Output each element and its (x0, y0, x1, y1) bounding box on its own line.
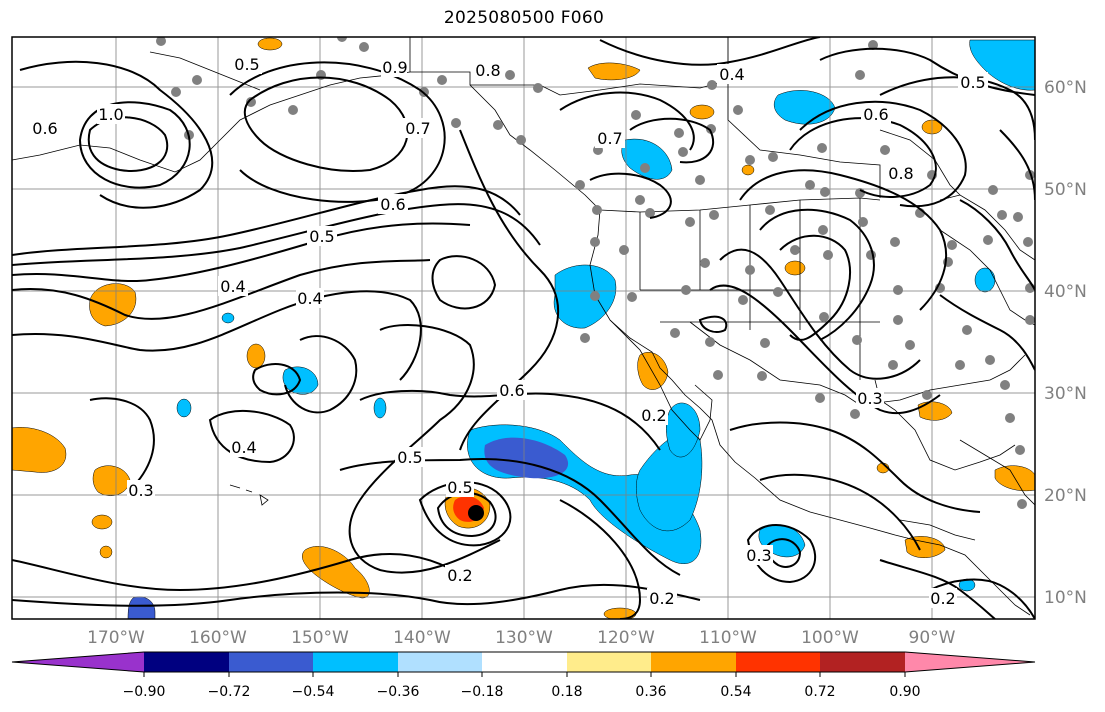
colorbar-tick-label: 0.36 (635, 684, 666, 700)
colorbar-tick-label: −0.54 (292, 684, 335, 700)
lat-tick-label: 30°N (1044, 384, 1087, 404)
colorbar-tick-label: 0.54 (720, 684, 751, 700)
positive-field (257, 37, 283, 51)
lon-tick-label: 110°W (699, 628, 757, 648)
negative-field (553, 264, 617, 329)
positive-field (904, 536, 946, 558)
observation-stations (156, 37, 1035, 509)
positive-field (89, 283, 137, 327)
colorbar-tick-label: −0.90 (123, 684, 166, 700)
contour-label: 0.7 (597, 129, 622, 148)
contour-label: 0.9 (382, 58, 407, 77)
map-frame (11, 36, 1036, 620)
lon-tick-label: 170°W (87, 628, 145, 648)
colorbar-min-extend (12, 652, 144, 672)
contour-label: 0.5 (397, 448, 422, 467)
contour-label: 0.4 (220, 277, 245, 296)
contour-label: 0.6 (380, 195, 405, 214)
negative-field (969, 39, 1035, 91)
lon-tick-label: 130°W (495, 628, 553, 648)
longitude-axis: 170°W 160°W 150°W 140°W 130°W 120°W 110°… (87, 628, 956, 648)
contour-label: 0.6 (863, 105, 888, 124)
colorbar-segment (398, 652, 482, 672)
contour-label: 0.3 (857, 389, 882, 408)
contour-label: 0.7 (405, 119, 430, 138)
lon-tick-label: 90°W (909, 628, 956, 648)
positive-field (91, 514, 113, 530)
lon-tick-label: 120°W (597, 628, 655, 648)
contour-labels: 0.5 0.9 0.8 0.7 0.6 1.0 0.4 0.5 0.6 0.4 … (30, 54, 988, 608)
positive-field (917, 401, 953, 421)
positive-field (99, 545, 113, 559)
lat-tick-label: 60°N (1044, 78, 1087, 98)
negative-field (773, 90, 836, 125)
lat-tick-label: 20°N (1044, 486, 1087, 506)
positive-field (741, 164, 755, 176)
colorbar-segment (651, 652, 736, 672)
colorbar-segment (736, 652, 820, 672)
positive-field (92, 465, 131, 496)
contour-label: 0.6 (499, 381, 524, 400)
negative-field (373, 397, 387, 419)
contour-label: 0.8 (475, 61, 500, 80)
positive-field (246, 343, 266, 369)
colorbar: −0.90 −0.72 −0.54 −0.36 −0.18 0.18 0.36 … (11, 651, 1036, 700)
contour-label: 0.3 (128, 481, 153, 500)
lon-tick-label: 160°W (189, 628, 247, 648)
negative-field (176, 398, 192, 418)
positive-field (784, 260, 806, 276)
contour-label: 0.5 (447, 478, 472, 497)
contour-label: 0.5 (234, 55, 259, 74)
hurricane-center (468, 505, 484, 521)
colorbar-segment (229, 652, 313, 672)
contour-label: 0.4 (297, 289, 322, 308)
contour-label: 0.2 (447, 566, 472, 585)
colorbar-segment (482, 652, 567, 672)
negative-field (666, 402, 701, 458)
positive-field (637, 352, 669, 390)
lon-tick-label: 100°W (801, 628, 859, 648)
colorbar-segment (144, 652, 229, 672)
negative-field (974, 267, 996, 293)
positive-field (302, 546, 370, 599)
colorbar-segment (820, 652, 905, 672)
contour-label: 0.4 (231, 438, 256, 457)
plot-title: 2025080500 F060 (443, 8, 605, 28)
lon-tick-label: 140°W (393, 628, 451, 648)
graticule (12, 37, 1035, 619)
positive-field (689, 104, 715, 120)
lat-tick-label: 40°N (1044, 282, 1087, 302)
contour-label: 0.8 (888, 164, 913, 183)
colorbar-segment (567, 652, 651, 672)
colorbar-tick-label: −0.18 (461, 684, 504, 700)
colorbar-max-extend (905, 652, 1035, 672)
negative-field (621, 138, 673, 180)
contour-label: 0.2 (641, 406, 666, 425)
latitude-axis: 60°N 50°N 40°N 30°N 20°N 10°N (1044, 78, 1087, 608)
lon-tick-label: 150°W (291, 628, 349, 648)
colorbar-tick-label: 0.90 (889, 684, 920, 700)
contour-label: 0.4 (719, 65, 744, 84)
colorbar-tick-label: 0.72 (804, 684, 835, 700)
lat-tick-label: 10°N (1044, 588, 1087, 608)
colorbar-tick-label: 0.18 (551, 684, 582, 700)
colorbar-segment (313, 652, 398, 672)
contour-label: 0.3 (746, 546, 771, 565)
colorbar-tick-label: −0.72 (208, 684, 251, 700)
contour-label: 0.5 (960, 73, 985, 92)
colorbar-tick-label: −0.36 (377, 684, 420, 700)
contour-label: 0.5 (309, 227, 334, 246)
negative-field (221, 312, 235, 324)
negative-field (127, 596, 156, 619)
contour-label: 0.2 (649, 589, 674, 608)
contour-label: 0.6 (32, 119, 57, 138)
contour-label: 1.0 (98, 105, 123, 124)
positive-field (587, 62, 641, 81)
contour-label: 0.2 (930, 589, 955, 608)
lat-tick-label: 50°N (1044, 180, 1087, 200)
positive-field (12, 427, 67, 473)
